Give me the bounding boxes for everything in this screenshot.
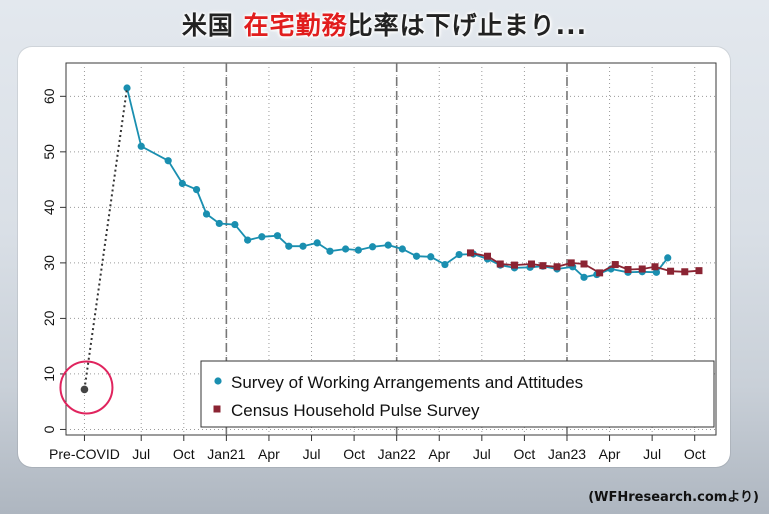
y-tick-label: 40 (41, 199, 57, 215)
legend-label-swaa: Survey of Working Arrangements and Attit… (231, 373, 583, 392)
data-point-swaa (368, 243, 377, 251)
data-point-swaa (412, 252, 421, 260)
data-point-pulse (624, 266, 632, 274)
y-tick-label: 30 (41, 255, 57, 271)
x-tick-label: Jul (132, 446, 150, 462)
data-point-swaa (202, 210, 211, 218)
data-point-swaa (441, 260, 449, 269)
data-point-pulse (667, 267, 675, 275)
data-point-pulse (553, 263, 561, 271)
data-point-pulse (596, 269, 604, 277)
data-point-pulse (466, 249, 474, 257)
precovid-layer (59, 87, 129, 415)
y-tick-label: 20 (41, 310, 57, 326)
data-point-swaa (341, 245, 350, 253)
chart-panel: 0 10 20 30 40 50 60 Pre-COVID Jul Oct Jan21 Apr Jul… (18, 47, 730, 467)
data-point-pulse (484, 252, 492, 260)
data-point-swaa (258, 233, 266, 241)
data-point-swaa (215, 219, 223, 228)
data-point-pulse (539, 262, 547, 270)
data-point-pulse (651, 263, 659, 271)
data-point-swaa (285, 242, 293, 250)
legend-marker-swaa (214, 377, 222, 385)
title-part-3: 比率は下げ止まり... (347, 11, 588, 40)
page-title: 米国 在宅勤務比率は下げ止まり... (0, 6, 769, 42)
legend: Survey of Working Arrangements and Attit… (200, 360, 715, 428)
y-tick-label: 50 (41, 144, 57, 160)
y-tick-label: 60 (41, 88, 57, 104)
y-tick-label: 0 (41, 425, 57, 433)
data-point-swaa (137, 142, 145, 150)
data-point-swaa (231, 220, 239, 229)
data-point-swaa (664, 254, 672, 262)
data-point-pulse (567, 259, 575, 267)
source-credit: (WFHresearch.comより) (588, 490, 759, 505)
data-point-pulse (638, 265, 646, 273)
data-point-swaa (384, 241, 392, 249)
legend-marker-pulse (213, 405, 221, 413)
data-point-swaa (164, 157, 172, 165)
data-point-swaa (192, 185, 201, 194)
data-point-swaa (652, 268, 660, 276)
data-point-pulse (695, 267, 703, 275)
x-tick-label: Jan22 (378, 446, 416, 462)
data-point-swaa (427, 253, 435, 261)
data-point-swaa (455, 250, 463, 259)
x-tick-label: Jul (303, 446, 321, 462)
y-axis: 0 10 20 30 40 50 60 (41, 88, 66, 433)
data-point-pulse (580, 260, 588, 268)
x-tick-label: Pre-COVID (49, 446, 120, 462)
legend-box (200, 360, 715, 428)
title-highlight: 在宅勤務 (243, 11, 348, 40)
data-point-swaa (123, 84, 131, 92)
x-tick-label: Apr (428, 446, 450, 462)
x-tick-label: Jul (473, 446, 491, 462)
x-tick-label: Oct (514, 446, 536, 462)
legend-label-pulse: Census Household Pulse Survey (231, 401, 480, 420)
x-tick-label: Apr (258, 446, 280, 462)
y-tick-label: 10 (41, 366, 57, 382)
x-tick-label: Oct (684, 446, 706, 462)
data-point-pulse (528, 260, 536, 268)
data-point-swaa (299, 242, 307, 250)
highlight-circle (59, 360, 114, 415)
x-tick-label: Jan23 (548, 446, 586, 462)
data-point-swaa (580, 273, 588, 281)
precovid-connector (83, 87, 129, 390)
x-tick-label: Jul (643, 446, 661, 462)
title-part-1: 米国 (181, 11, 234, 40)
x-tick-label: Oct (343, 446, 365, 462)
data-point-swaa (273, 232, 282, 240)
x-tick-label: Apr (599, 446, 621, 462)
data-point-pulse (510, 261, 518, 269)
x-tick-label: Jan21 (207, 446, 245, 462)
precovid-point (80, 385, 89, 394)
data-point-swaa (178, 179, 186, 188)
data-point-swaa (354, 246, 362, 254)
data-point-swaa (244, 236, 252, 244)
data-point-pulse (496, 260, 504, 268)
data-point-swaa (398, 245, 406, 253)
x-axis: Pre-COVID Jul Oct Jan21 Apr Jul Oct Jan22 Apr Jul… (49, 435, 706, 462)
data-point-pulse (611, 261, 619, 269)
x-tick-label: Oct (173, 446, 195, 462)
data-point-pulse (681, 268, 689, 276)
series-layer (123, 84, 703, 281)
line-chart: 0 10 20 30 40 50 60 Pre-COVID Jul Oct Jan21 Apr Jul… (41, 62, 717, 462)
data-point-swaa (313, 239, 321, 247)
data-point-swaa (326, 247, 334, 255)
